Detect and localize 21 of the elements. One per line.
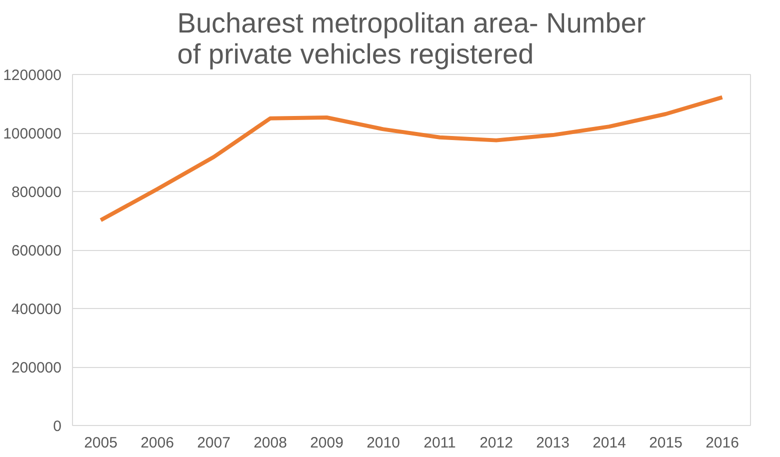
y-tick-label: 400000 <box>11 301 62 318</box>
x-tick-label: 2013 <box>536 434 570 452</box>
line-series <box>98 95 724 222</box>
y-tick-label: 1200000 <box>3 67 62 84</box>
x-tick-label: 2011 <box>424 434 456 452</box>
x-tick-label: 2009 <box>310 434 344 452</box>
y-tick-label: 200000 <box>11 360 62 376</box>
y-tick-label: 800000 <box>11 184 62 201</box>
x-tick-label: 2015 <box>649 434 682 452</box>
y-tick-label: 600000 <box>11 242 62 260</box>
x-tick-label: 2008 <box>254 434 287 452</box>
x-tick-label: 2012 <box>480 434 513 452</box>
chart-title: Bucharest metropolitan area- Number of private vehicles registered <box>177 8 646 70</box>
x-tick-label: 2006 <box>140 434 174 452</box>
x-tick-label: 2007 <box>197 434 230 452</box>
y-tick-label: 0 <box>53 418 62 435</box>
x-tick-label: 2005 <box>84 434 118 452</box>
x-tick-label: 2014 <box>592 434 626 452</box>
y-tick-label: 1000000 <box>3 126 62 142</box>
x-tick-label: 2010 <box>366 434 400 452</box>
x-tick-label: 2016 <box>706 434 739 452</box>
